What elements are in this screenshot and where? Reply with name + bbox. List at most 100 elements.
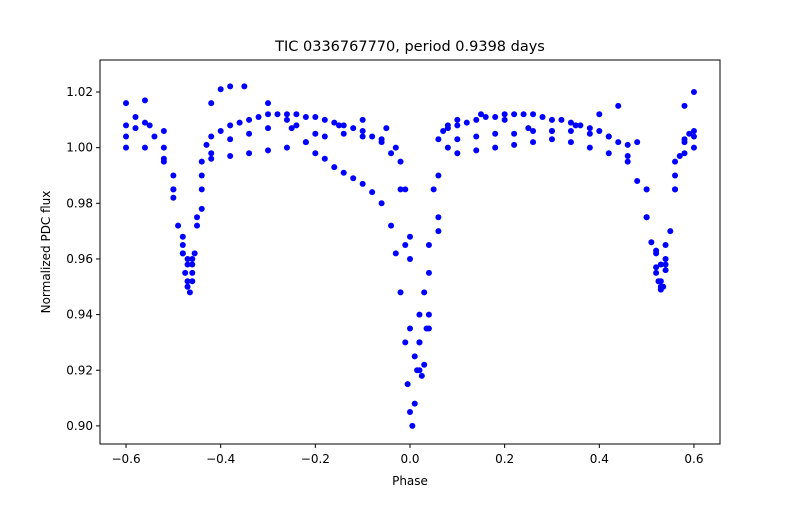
data-point — [265, 111, 272, 118]
data-point — [454, 150, 461, 157]
data-point — [416, 311, 423, 318]
data-point — [425, 311, 432, 318]
data-point — [283, 144, 290, 151]
data-point — [411, 400, 418, 407]
data-point — [141, 97, 148, 104]
data-point — [402, 186, 409, 193]
data-point — [463, 119, 470, 126]
data-point — [184, 261, 191, 268]
y-tick-label: 0.92 — [66, 363, 93, 377]
data-point — [402, 339, 409, 346]
data-point — [331, 164, 338, 171]
data-point — [653, 250, 660, 257]
data-point — [312, 130, 319, 137]
data-point — [208, 155, 215, 162]
x-tick-label: −0.4 — [206, 452, 235, 466]
y-tick-label: 0.96 — [66, 252, 93, 266]
x-axis-ticks: −0.6 −0.4 −0.2 0.0 0.2 0.4 0.6 — [111, 444, 704, 466]
x-tick-label: −0.6 — [111, 452, 140, 466]
data-point — [198, 172, 205, 179]
data-point — [681, 150, 688, 157]
data-point — [255, 114, 262, 121]
data-point — [160, 144, 167, 151]
data-point — [123, 122, 130, 129]
data-point — [146, 122, 153, 129]
data-point — [548, 127, 555, 134]
data-point — [686, 130, 693, 137]
data-point — [179, 233, 186, 240]
data-point — [411, 353, 418, 360]
data-point — [283, 116, 290, 123]
data-point — [359, 116, 366, 123]
y-axis-ticks: 0.90 0.92 0.94 0.96 0.98 1.00 1.02 — [66, 85, 100, 433]
data-point — [567, 127, 574, 134]
data-point — [336, 122, 343, 129]
data-point — [501, 111, 508, 118]
data-point — [690, 127, 697, 134]
data-point — [492, 114, 499, 121]
data-point — [340, 169, 347, 176]
x-tick-label: 0.4 — [590, 452, 609, 466]
data-point — [123, 144, 130, 151]
data-point — [409, 422, 416, 429]
data-point — [402, 242, 409, 249]
data-point — [672, 158, 679, 165]
data-points — [123, 83, 697, 429]
data-point — [690, 133, 697, 140]
data-point — [198, 186, 205, 193]
data-point — [246, 150, 253, 157]
plot-frame — [99, 59, 721, 445]
y-axis-label: Normalized PDC flux — [39, 191, 53, 314]
data-point — [577, 122, 584, 129]
data-point — [615, 102, 622, 109]
data-point — [653, 269, 660, 276]
data-point — [404, 381, 411, 388]
y-tick-label: 1.00 — [66, 141, 93, 155]
data-point — [246, 130, 253, 137]
data-point — [194, 222, 201, 229]
data-point — [288, 125, 295, 132]
data-point — [407, 233, 413, 240]
data-point — [530, 111, 537, 118]
data-point — [241, 83, 248, 90]
data-point — [265, 147, 272, 154]
data-point — [170, 186, 177, 193]
data-point — [672, 172, 679, 179]
data-point — [350, 125, 357, 132]
data-point — [492, 144, 499, 151]
data-point — [141, 119, 148, 126]
data-point — [407, 325, 413, 332]
data-point — [430, 186, 437, 193]
data-point — [624, 141, 631, 148]
data-point — [454, 122, 461, 129]
data-point — [321, 116, 328, 123]
data-point — [454, 136, 461, 143]
data-point — [208, 150, 215, 157]
data-point — [586, 130, 593, 137]
data-point — [539, 114, 546, 121]
data-point — [141, 144, 148, 151]
data-point — [203, 141, 210, 148]
data-point — [407, 409, 413, 415]
data-point — [132, 125, 139, 132]
data-point — [530, 127, 537, 134]
data-point — [567, 119, 574, 126]
data-point — [378, 200, 385, 207]
data-point — [615, 139, 622, 146]
data-point — [416, 339, 423, 346]
x-tick-label: −0.2 — [301, 452, 330, 466]
data-point — [392, 144, 399, 151]
data-point — [477, 111, 484, 118]
data-point — [265, 125, 272, 132]
data-point — [421, 289, 428, 296]
data-point — [662, 255, 669, 262]
x-tick-label: 0.6 — [684, 452, 703, 466]
data-point — [227, 136, 234, 143]
data-point — [123, 133, 130, 140]
data-point — [657, 283, 664, 290]
data-point — [605, 150, 612, 157]
data-point — [170, 172, 177, 179]
data-point — [511, 130, 518, 137]
data-point — [369, 133, 376, 140]
data-point — [274, 111, 281, 118]
